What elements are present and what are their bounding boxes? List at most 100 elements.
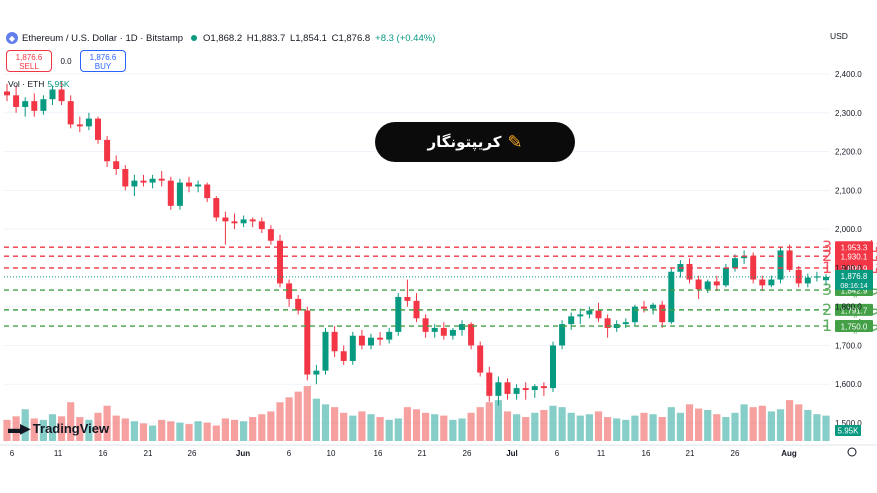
candle-body	[149, 178, 156, 183]
candle-body	[95, 118, 101, 140]
x-tick-label: 16	[374, 449, 383, 458]
volume-bar	[594, 411, 603, 441]
candle-body	[331, 331, 338, 352]
watermark-text: کریپتونگار	[427, 133, 502, 151]
x-tick-label: 21	[686, 449, 695, 458]
volume-bar	[394, 418, 402, 441]
volume-bar	[376, 417, 384, 441]
volume-bar	[185, 424, 193, 441]
volume-bar	[440, 415, 448, 441]
y-tick-label: 1,700.0	[835, 341, 862, 350]
volume-bar	[613, 418, 621, 441]
x-tick-label: 16	[642, 449, 651, 458]
volume-bar	[240, 421, 248, 441]
candle-body	[813, 276, 820, 278]
volume-bar	[576, 415, 584, 441]
volume-bar	[321, 404, 330, 441]
currency-label[interactable]: USD	[830, 31, 848, 41]
volume-bar	[540, 409, 548, 441]
candle-body	[686, 264, 693, 280]
candle-body	[140, 180, 147, 183]
volume-bar	[786, 400, 794, 441]
candle-body	[295, 298, 302, 311]
candle-body	[340, 351, 347, 361]
volume-bar	[358, 411, 366, 441]
x-tick-label: 6	[555, 449, 560, 458]
volume-bar	[631, 415, 639, 441]
volume-bar	[194, 421, 202, 441]
volume-bar	[48, 414, 57, 441]
candle-body	[504, 382, 511, 394]
volume-bar	[667, 407, 675, 441]
volume-bar	[303, 386, 311, 441]
volume-bar	[331, 407, 339, 441]
buy-button[interactable]: 1,876.6 BUY	[80, 50, 126, 72]
support-2-price-tag	[835, 303, 873, 316]
volume-bar	[30, 418, 38, 441]
volume-legend[interactable]: Vol · ETH 5.95K	[8, 79, 70, 89]
volume-bar	[449, 419, 457, 441]
symbol-title[interactable]: Ethereum / U.S. Dollar · 1D · Bitstamp	[22, 32, 184, 44]
candle-body	[377, 337, 384, 340]
candle-body	[741, 256, 748, 259]
volume-value: 5.95K	[47, 79, 70, 89]
volume-bar	[494, 400, 502, 441]
candle-body	[777, 250, 784, 280]
candle-body	[768, 279, 775, 286]
candle-body	[49, 89, 56, 100]
volume-bar	[485, 402, 493, 441]
candle-body	[495, 382, 502, 396]
tradingview-logo[interactable]: ▬▶ TradingView	[8, 420, 109, 437]
candle-body	[486, 372, 493, 396]
volume-bar	[676, 412, 684, 441]
volume-bar	[230, 419, 239, 441]
volume-bar	[649, 414, 657, 441]
volume-bar	[85, 419, 93, 441]
resistance-1-price-text: 1,899.9	[841, 264, 868, 273]
resistance-3-price-text: 1,953.3	[841, 244, 868, 253]
sell-button[interactable]: 1,876.6 SELL	[6, 50, 52, 72]
volume-bar	[149, 425, 157, 441]
candle-body	[204, 184, 211, 199]
time-axis: 6 11 16 21 26 Jun 6 10 16 21 26 Jul 6 11 16 21 26 Aug	[0, 444, 877, 458]
candle-body	[122, 169, 129, 187]
settings-gear-icon[interactable]	[847, 447, 857, 457]
candle-body	[249, 219, 256, 222]
last-price-text: 1,876.8	[841, 272, 868, 281]
volume-bar	[130, 421, 138, 441]
volume-name: Vol · ETH	[8, 79, 45, 89]
volume-bar	[76, 417, 84, 441]
y-tick-label: 1,900.0	[835, 264, 862, 273]
volume-bar	[412, 409, 421, 441]
countdown-text: 08:16:14	[840, 283, 867, 290]
volume-bar	[39, 419, 47, 441]
candle-body	[22, 101, 29, 107]
volume-bar	[585, 414, 593, 441]
volume-bar	[267, 411, 275, 441]
candle-body	[40, 99, 47, 111]
candle-body	[222, 217, 229, 222]
axis-extras	[847, 447, 857, 457]
x-tick-label: 16	[99, 449, 108, 458]
support-1-price-text: 1,750.0	[841, 323, 868, 332]
volume-bar	[103, 405, 111, 441]
candle-body	[368, 337, 374, 346]
candle-body	[286, 283, 293, 299]
sell-label: SELL	[19, 62, 39, 71]
chart-header: ◆ Ethereum / U.S. Dollar · 1D · Bitstamp…	[6, 30, 435, 46]
support-resistance-levels: مقاومت 31,953.3مقاومت 21,930.1مقاومت 11,…	[4, 237, 877, 335]
spread-value: 0.0	[60, 56, 72, 66]
candle-body	[31, 101, 38, 111]
volume-bar	[340, 412, 348, 441]
volume-bar	[685, 404, 694, 441]
x-tick-label: 11	[597, 449, 606, 458]
candle-body	[231, 221, 238, 224]
x-tick-label: 10	[327, 449, 336, 458]
candle-body	[659, 304, 666, 323]
candle-body	[559, 324, 566, 346]
grid-lines	[4, 73, 830, 424]
y-tick-label: 2,000.0	[835, 225, 862, 234]
volume-bar	[121, 418, 129, 441]
tradingview-mark-icon: ▬▶	[8, 420, 31, 436]
volume-bar	[203, 422, 211, 441]
